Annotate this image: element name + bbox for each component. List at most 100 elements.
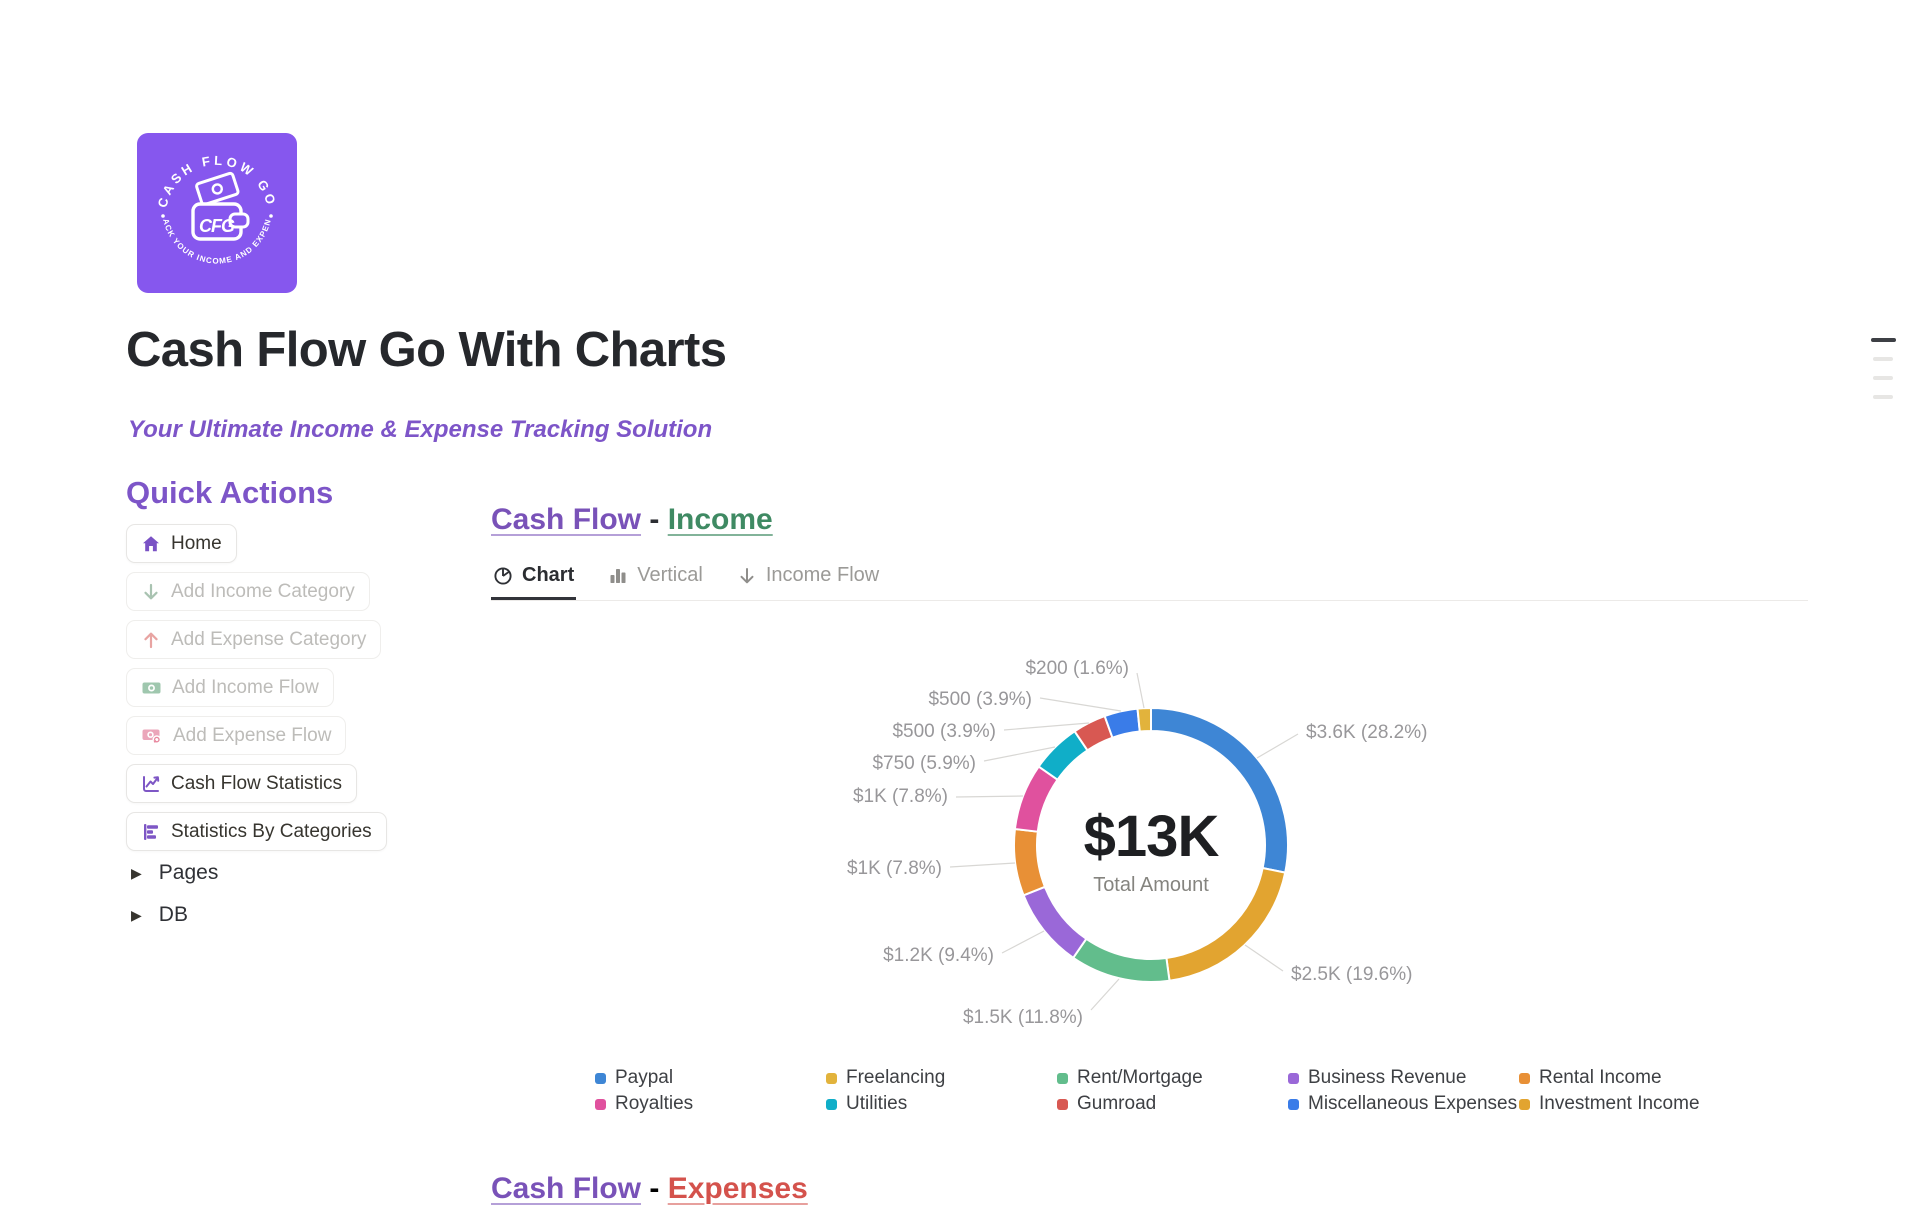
- label-leader-line: [955, 795, 1024, 798]
- legend-swatch-icon: [1519, 1098, 1530, 1110]
- income-section-title: Cash Flow - Income: [491, 503, 773, 537]
- legend-item-4[interactable]: Rent/Mortgage: [1057, 1067, 1288, 1089]
- slice-label-6: $750 (5.9%): [872, 753, 976, 774]
- toc-bar[interactable]: [1871, 338, 1896, 342]
- legend-swatch-icon: [1519, 1072, 1530, 1084]
- legend-item-2[interactable]: Freelancing: [826, 1067, 1057, 1089]
- cash-flow-link[interactable]: Cash Flow: [491, 1172, 642, 1205]
- toggle-label: Pages: [158, 861, 219, 884]
- slice-label-1: $2.5K (19.6%): [1291, 964, 1412, 985]
- legend-item-9[interactable]: Investment Income: [1519, 1093, 1750, 1115]
- sidebar-toggles: ▶ Pages ▶ DB: [131, 858, 218, 930]
- button-label: Statistics By Categories: [171, 820, 372, 842]
- chart-legend: Paypal Royalties Freelancing Utilities Rent/…: [595, 1065, 1750, 1117]
- line-chart-icon: [143, 775, 160, 792]
- donut-slice-8[interactable]: [1103, 707, 1141, 739]
- toc-bar[interactable]: [1873, 395, 1893, 399]
- toc-bar[interactable]: [1873, 376, 1893, 380]
- legend-item-5[interactable]: Gumroad: [1057, 1093, 1288, 1115]
- banknote-refund-icon: [142, 729, 162, 744]
- legend-swatch-icon: [595, 1098, 606, 1110]
- button-label: Add Expense Category: [171, 628, 367, 650]
- income-chart-tabs: Chart Vertical Income Flow: [491, 556, 1808, 601]
- label-leader-line: [1001, 930, 1045, 954]
- legend-label: Utilities: [846, 1093, 908, 1114]
- legend-label: Investment Income: [1539, 1093, 1700, 1114]
- arrow-up-icon: [144, 632, 158, 648]
- cash-flow-link[interactable]: Cash Flow: [491, 503, 642, 536]
- donut-slice-3[interactable]: [1022, 885, 1088, 960]
- legend-item-7[interactable]: Miscellaneous Expenses: [1288, 1093, 1519, 1115]
- legend-item-0[interactable]: Paypal: [595, 1067, 826, 1089]
- expenses-link[interactable]: Expenses: [667, 1172, 808, 1205]
- statistics-by-categories-button[interactable]: Statistics By Categories: [126, 812, 387, 851]
- cash-flow-go-logo-icon: CASH FLOW GO TRACK YOUR INCOME AND EXPEN…: [134, 126, 297, 293]
- legend-swatch-icon: [1288, 1098, 1299, 1110]
- slice-label-7: $500 (3.9%): [892, 721, 996, 742]
- donut-slice-4[interactable]: [1013, 827, 1047, 897]
- chevron-right-icon: ▶: [131, 864, 142, 881]
- tab-income-flow[interactable]: Income Flow: [735, 556, 881, 600]
- legend-item-3[interactable]: Utilities: [826, 1093, 1057, 1115]
- app-logo: CASH FLOW GO TRACK YOUR INCOME AND EXPEN…: [134, 126, 297, 293]
- page-subtitle: Your Ultimate Income & Expense Tracking …: [128, 416, 713, 443]
- legend-label: Royalties: [615, 1093, 694, 1114]
- legend-swatch-icon: [595, 1072, 606, 1084]
- add-expense-category-button[interactable]: Add Expense Category: [126, 620, 382, 659]
- legend-swatch-icon: [1057, 1098, 1068, 1110]
- tab-vertical[interactable]: Vertical: [606, 556, 705, 600]
- label-leader-line: [949, 862, 1016, 868]
- legend-label: Rental Income: [1539, 1067, 1662, 1088]
- quick-actions-heading: Quick Actions: [126, 475, 334, 510]
- legend-swatch-icon: [1288, 1072, 1299, 1084]
- add-expense-flow-button[interactable]: Add Expense Flow: [126, 716, 347, 755]
- add-income-flow-button[interactable]: Add Income Flow: [126, 668, 334, 707]
- page-title: Cash Flow Go With Charts: [126, 323, 727, 377]
- button-label: Cash Flow Statistics: [171, 772, 343, 794]
- donut-slice-1[interactable]: [1165, 866, 1287, 982]
- slice-label-2: $1.5K (11.8%): [963, 1007, 1083, 1028]
- home-button[interactable]: Home: [126, 524, 237, 563]
- legend-label: Gumroad: [1077, 1093, 1157, 1114]
- logo-wallet-icon: CFG: [191, 171, 250, 241]
- tab-label: Vertical: [637, 564, 703, 586]
- label-leader-line: [1090, 978, 1120, 1011]
- legend-label: Freelancing: [846, 1067, 946, 1088]
- button-label: Add Expense Flow: [173, 724, 332, 746]
- slice-label-9: $200 (1.6%): [1025, 658, 1129, 679]
- legend-swatch-icon: [826, 1098, 837, 1110]
- tab-chart[interactable]: Chart: [491, 556, 577, 600]
- income-link[interactable]: Income: [667, 503, 773, 536]
- home-icon: [143, 535, 159, 551]
- donut-slice-2[interactable]: [1071, 937, 1171, 983]
- arrow-down-icon: [740, 567, 754, 583]
- label-leader-line: [983, 746, 1056, 762]
- label-leader-line: [1003, 722, 1090, 731]
- legend-item-1[interactable]: Royalties: [595, 1093, 826, 1115]
- label-leader-line: [1244, 944, 1284, 972]
- slice-label-8: $500 (3.9%): [928, 689, 1032, 710]
- table-of-contents-indicator[interactable]: [1871, 338, 1896, 399]
- tab-label: Income Flow: [765, 564, 880, 586]
- banknote-icon: [142, 682, 161, 693]
- legend-item-6[interactable]: Business Revenue: [1288, 1067, 1519, 1089]
- quick-actions-list: Home Add Income Category Add Expense Cat…: [126, 524, 387, 851]
- pie-chart-icon: [494, 566, 512, 585]
- legend-item-8[interactable]: Rental Income: [1519, 1067, 1750, 1089]
- legend-label: Miscellaneous Expenses: [1308, 1093, 1518, 1114]
- toggle-pages[interactable]: ▶ Pages: [131, 858, 218, 888]
- slice-label-4: $1K (7.8%): [847, 858, 942, 879]
- add-income-category-button[interactable]: Add Income Category: [126, 572, 370, 611]
- slice-label-0: $3.6K (28.2%): [1306, 722, 1427, 743]
- bar-chart-horizontal-icon: [144, 823, 158, 840]
- toggle-db[interactable]: ▶ DB: [131, 900, 218, 930]
- donut-slice-0[interactable]: [1150, 706, 1289, 874]
- button-label: Home: [171, 532, 222, 554]
- toc-bar[interactable]: [1873, 357, 1893, 361]
- donut-slice-9[interactable]: [1136, 706, 1152, 733]
- legend-label: Business Revenue: [1308, 1067, 1467, 1088]
- cash-flow-statistics-button[interactable]: Cash Flow Statistics: [126, 764, 358, 803]
- button-label: Add Income Category: [171, 580, 355, 602]
- slice-label-3: $1.2K (9.4%): [883, 945, 994, 966]
- legend-label: Paypal: [615, 1067, 674, 1088]
